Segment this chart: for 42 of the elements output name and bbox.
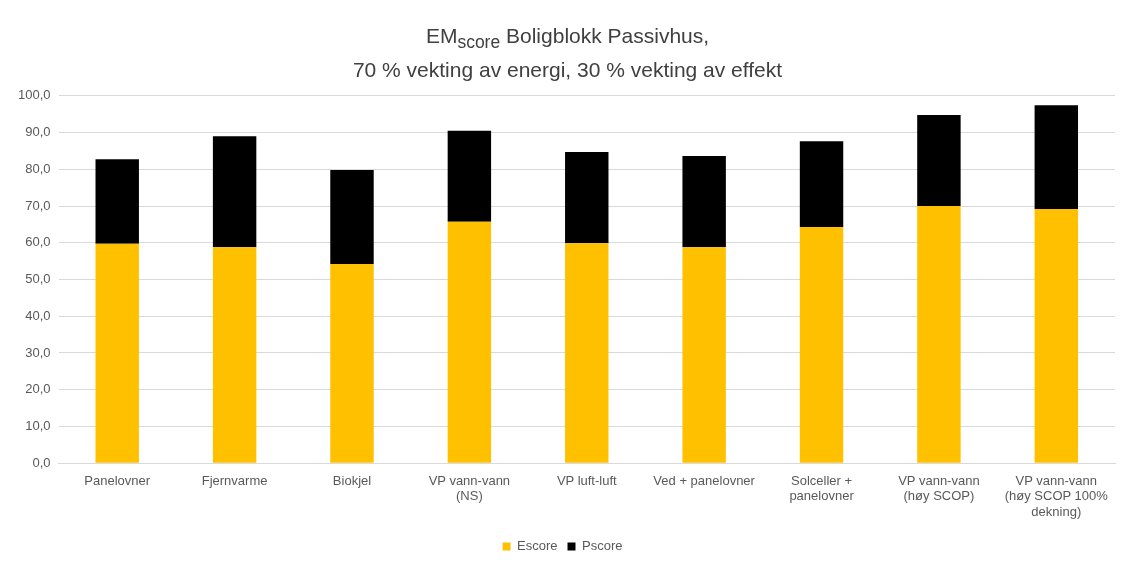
y-tick-label: 80,0 [25, 160, 51, 176]
bar [565, 152, 609, 244]
bar [1034, 208, 1079, 463]
bar [330, 264, 374, 463]
x-tick-label: Panelovner [84, 472, 151, 488]
x-tick-label: VP luft-luft [556, 472, 618, 488]
bar [212, 247, 257, 463]
bar [917, 114, 961, 207]
y-tick-label: 40,0 [25, 307, 51, 323]
x-tick-label: Biokjel [332, 472, 372, 488]
x-tick-label: Fjernvarme [201, 472, 268, 488]
bar [682, 156, 726, 248]
bar [95, 159, 139, 244]
x-tick-label: VP vann-vann (høy SCOP) [898, 472, 980, 504]
y-tick-label: 10,0 [25, 418, 51, 434]
legend-label: Pscore [582, 538, 623, 554]
bar [212, 136, 257, 248]
bar [799, 141, 844, 227]
y-tick-label: 30,0 [25, 344, 51, 360]
bar [1034, 105, 1079, 209]
y-tick-label: 0,0 [32, 454, 51, 470]
x-tick-label: Solceller + panelovner [789, 472, 855, 504]
bar [917, 206, 961, 463]
chart-subtitle: 70 % vekting av energi, 30 % vekting av effekt [351, 57, 784, 84]
bar [799, 226, 844, 463]
legend-label: Escore [517, 538, 558, 554]
bar [682, 247, 726, 463]
x-tick-label: VP vann-vann (høy SCOP 100% dekning) [1004, 472, 1109, 519]
y-tick-label: 100,0 [17, 87, 51, 103]
x-tick-label: Ved + panelovner [653, 472, 756, 488]
y-tick-label: 90,0 [25, 124, 51, 140]
bar [95, 243, 139, 463]
chart-title: EM$_{score}$ Boligblokk Passivhus, [424, 23, 711, 55]
bar [565, 243, 609, 463]
y-tick-label: 60,0 [25, 234, 51, 250]
y-tick-label: 70,0 [25, 197, 51, 213]
y-tick-label: 50,0 [25, 271, 51, 287]
x-tick-label: VP vann-vann (NS) [428, 472, 511, 504]
bar [447, 130, 492, 222]
y-tick-label: 20,0 [25, 381, 51, 397]
bar [447, 221, 492, 463]
bar [330, 170, 374, 265]
